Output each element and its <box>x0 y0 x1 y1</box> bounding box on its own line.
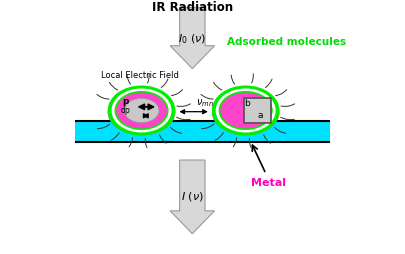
Ellipse shape <box>214 88 277 133</box>
Text: $\nu_{mn}$: $\nu_{mn}$ <box>196 97 214 109</box>
Text: $I\ (\nu)$: $I\ (\nu)$ <box>181 190 204 203</box>
Polygon shape <box>170 160 215 234</box>
Text: dp: dp <box>121 106 130 115</box>
Ellipse shape <box>124 99 159 123</box>
Ellipse shape <box>108 90 175 135</box>
Bar <box>75 121 330 142</box>
Text: a: a <box>257 111 263 120</box>
Text: IR Radiation: IR Radiation <box>152 1 233 14</box>
Text: b: b <box>244 99 250 108</box>
Bar <box>244 98 271 123</box>
Ellipse shape <box>113 90 170 131</box>
Text: $I_0\ (\nu)$: $I_0\ (\nu)$ <box>178 33 207 46</box>
Text: Local Electric Field: Local Electric Field <box>101 71 179 80</box>
Ellipse shape <box>110 88 173 133</box>
Ellipse shape <box>212 90 279 135</box>
Ellipse shape <box>115 92 168 129</box>
Polygon shape <box>170 8 215 69</box>
Text: Adsorbed molecules: Adsorbed molecules <box>227 37 346 47</box>
Ellipse shape <box>217 90 274 131</box>
Text: Metal: Metal <box>251 178 286 188</box>
Ellipse shape <box>220 92 272 129</box>
Bar <box>245 99 270 122</box>
Text: p: p <box>122 97 128 106</box>
